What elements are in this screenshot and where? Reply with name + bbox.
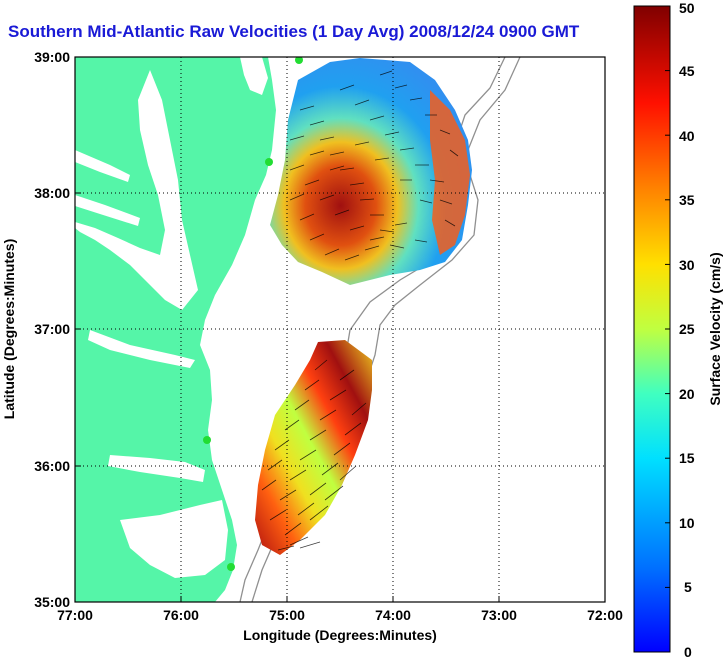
colorbar-tick-label: 10	[679, 515, 695, 531]
velocity-vectors	[261, 70, 459, 551]
lat-tick-label: 36:00	[34, 458, 70, 474]
lon-tick-label: 77:00	[57, 607, 93, 623]
tidal-river	[88, 330, 195, 368]
lat-tick-label: 35:00	[34, 594, 70, 610]
colorbar-tick-label: 40	[679, 128, 695, 144]
tidal-river	[75, 195, 140, 226]
colorbar-tick-label: 25	[679, 321, 695, 337]
x-axis-label: Longitude (Degrees:Minutes)	[243, 627, 437, 643]
south-velocity-field	[255, 340, 372, 555]
colorbar-tick-label: 45	[679, 63, 695, 79]
colorbar-tick-label: 5	[684, 579, 692, 595]
delaware-bay	[240, 57, 268, 95]
pamlico-sound	[120, 500, 228, 578]
lat-tick-label: 38:00	[34, 185, 70, 201]
lat-tick-label: 39:00	[34, 49, 70, 65]
map-grid	[75, 57, 605, 602]
north-east-edge	[430, 90, 470, 255]
lon-tick-label: 75:00	[269, 607, 305, 623]
lat-tick-label: 37:00	[34, 321, 70, 337]
lon-tick-label: 72:00	[587, 607, 623, 623]
colorbar-tick-label: 35	[679, 192, 695, 208]
tidal-river	[75, 150, 130, 182]
north-velocity-field	[270, 58, 472, 285]
radar-station-marker	[227, 563, 235, 571]
radar-station-marker	[265, 158, 273, 166]
colorbar-tick-label: 15	[679, 450, 695, 466]
chesapeake-bay	[75, 70, 198, 310]
colorbar	[633, 5, 671, 653]
y-axis-label: Latitude (Degrees:Minutes)	[1, 239, 17, 419]
radar-station-marker	[203, 436, 211, 444]
map-title: Southern Mid-Atlantic Raw Velocities (1 …	[8, 22, 580, 41]
lon-tick-label: 73:00	[481, 607, 517, 623]
colorbar-tick-label: 30	[679, 257, 695, 273]
colorbar-label: Surface Velocity (cm/s)	[707, 252, 723, 405]
colorbar-tick-label: 0	[684, 644, 692, 659]
colorbar-tick-label: 20	[679, 386, 695, 402]
lon-tick-label: 74:00	[375, 607, 411, 623]
lon-tick-label: 76:00	[163, 607, 199, 623]
radar-station-marker	[295, 57, 303, 64]
colorbar-tick-label: 50	[679, 0, 695, 16]
